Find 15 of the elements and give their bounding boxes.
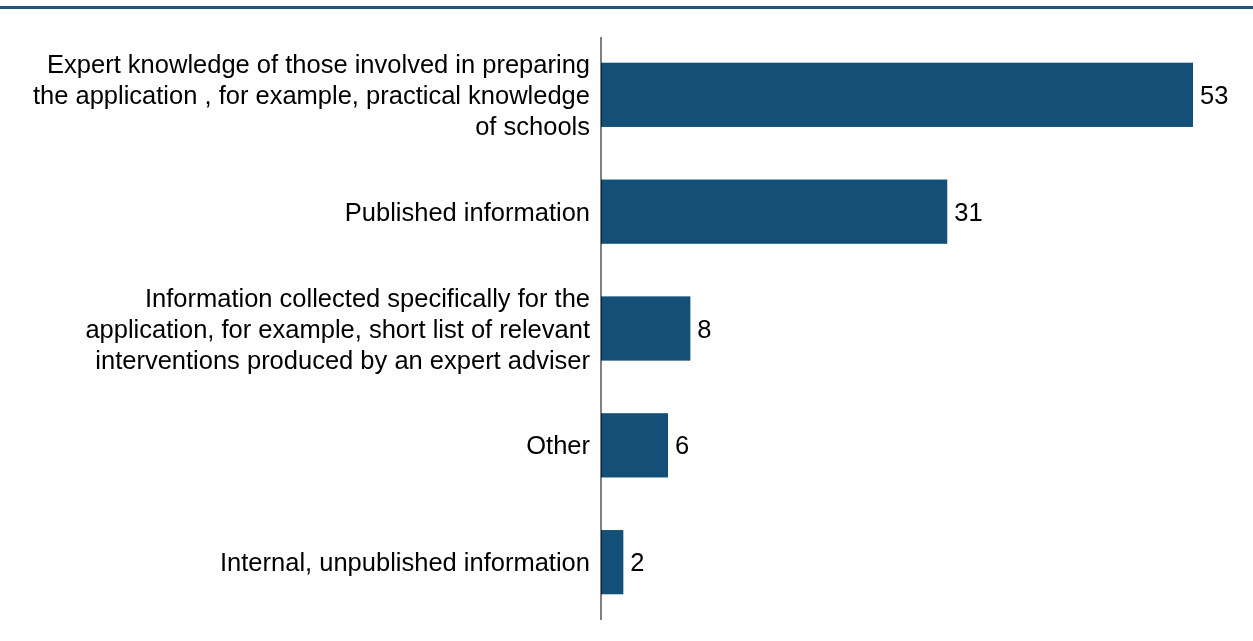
bar (601, 62, 1193, 127)
bar (601, 296, 691, 361)
data-label: 8 (697, 314, 712, 343)
y-tick-label: Internal, unpublished information (220, 548, 590, 577)
y-tick-label: Published information (344, 197, 590, 226)
bar (601, 179, 948, 244)
bar (601, 413, 669, 478)
data-label: 2 (630, 548, 645, 577)
data-label: 31 (954, 197, 983, 226)
data-label: 53 (1200, 80, 1229, 109)
y-tick-label: Information collected specifically for the application, for example, short list of relevant interventions produced by an expert adviser (85, 283, 591, 374)
bar (601, 530, 624, 595)
data-label: 6 (675, 431, 690, 460)
y-tick-label: Expert knowledge of those involved in preparing the application , for example, practical knowledge of schools (32, 49, 590, 140)
y-tick-label: Other (526, 431, 591, 460)
